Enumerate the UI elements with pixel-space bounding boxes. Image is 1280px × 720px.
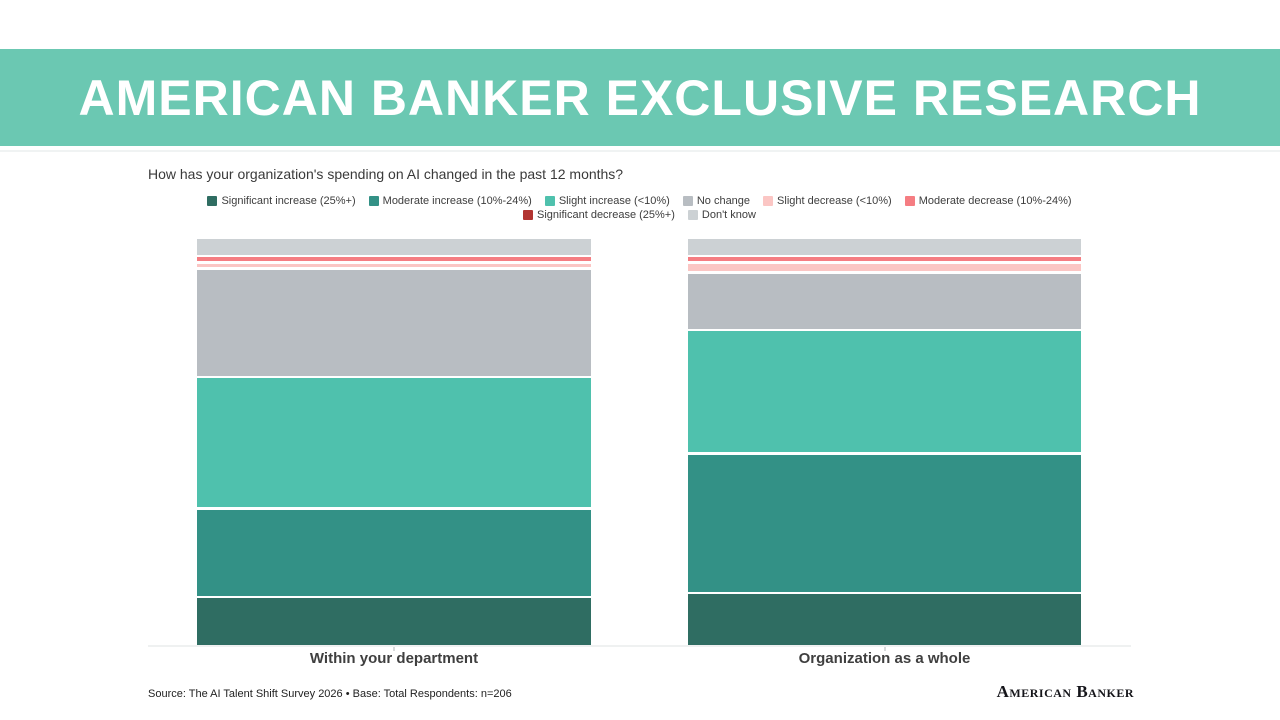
bar-segment: [197, 263, 591, 268]
legend-item: Slight decrease (<10%): [763, 195, 892, 207]
legend-item: No change: [682, 194, 751, 207]
legend-label: No change: [696, 194, 751, 207]
legend-label: Significant increase (25%+): [221, 194, 356, 207]
banner-title: AMERICAN BANKER EXCLUSIVE RESEARCH: [78, 69, 1202, 126]
bar-segment: [688, 239, 1081, 255]
american-banker-logo: American Banker: [996, 682, 1134, 701]
bar-segment: [197, 378, 591, 508]
bar-segment: [197, 239, 591, 255]
legend-swatch: [763, 195, 774, 206]
bar-organization-as-a-whole: [688, 239, 1081, 645]
legend-label: Moderate decrease (10%-24%): [918, 194, 1072, 207]
bar-segment: [197, 598, 591, 645]
bar-segment: [688, 331, 1081, 453]
legend-item: Slight increase (<10%): [544, 194, 670, 207]
legend-swatch: [207, 195, 218, 206]
legend-swatch: [687, 209, 698, 220]
legend-item: Significant decrease (25%+): [523, 209, 675, 221]
legend: Significant increase (25%+) Moderate incr…: [148, 194, 1131, 221]
legend-item: Don't know: [687, 208, 756, 221]
legend-swatch: [544, 195, 555, 206]
legend-label: Slight decrease (<10%): [777, 194, 892, 207]
legend-label: Slight increase (<10%): [558, 194, 670, 207]
banner-shadow-line: [0, 150, 1280, 152]
bar-segment: [688, 454, 1081, 592]
legend-swatch: [368, 195, 379, 206]
bar-segment: [197, 509, 591, 596]
category-label-organization-as-a-whole: Organization as a whole: [798, 650, 971, 667]
chart-title: How has your organization's spending on …: [148, 166, 624, 182]
bar-segment: [688, 263, 1081, 272]
legend-swatch: [682, 195, 693, 206]
source-note: Source: The AI Talent Shift Survey 2026 …: [148, 688, 512, 700]
legend-label: Don't know: [701, 208, 756, 221]
bar-segment: [688, 273, 1081, 329]
legend-row-2: Significant decrease (25%+) Don't know: [523, 208, 756, 221]
x-axis-line: [148, 645, 1131, 647]
legend-item: Moderate decrease (10%-24%): [904, 194, 1072, 207]
bar-segment: [197, 257, 591, 262]
legend-item: Moderate increase (10%-24%): [368, 194, 532, 207]
legend-swatch: [523, 209, 534, 220]
legend-label: Moderate increase (10%-24%): [382, 194, 532, 207]
legend-label: Significant decrease (25%+): [537, 208, 675, 221]
category-label-within-your-department: Within your department: [309, 650, 479, 667]
legend-swatch: [904, 195, 915, 206]
x-axis-tick-right: [884, 647, 886, 651]
legend-row-1: Significant increase (25%+) Moderate incr…: [207, 194, 1072, 207]
banner: AMERICAN BANKER EXCLUSIVE RESEARCH: [0, 49, 1280, 146]
bar-segment: [688, 594, 1081, 645]
x-axis-tick-left: [393, 647, 395, 651]
bar-within-your-department: [197, 239, 591, 645]
bar-segment: [197, 269, 591, 376]
bar-segment: [688, 257, 1081, 262]
legend-item: Significant increase (25%+): [207, 194, 356, 207]
